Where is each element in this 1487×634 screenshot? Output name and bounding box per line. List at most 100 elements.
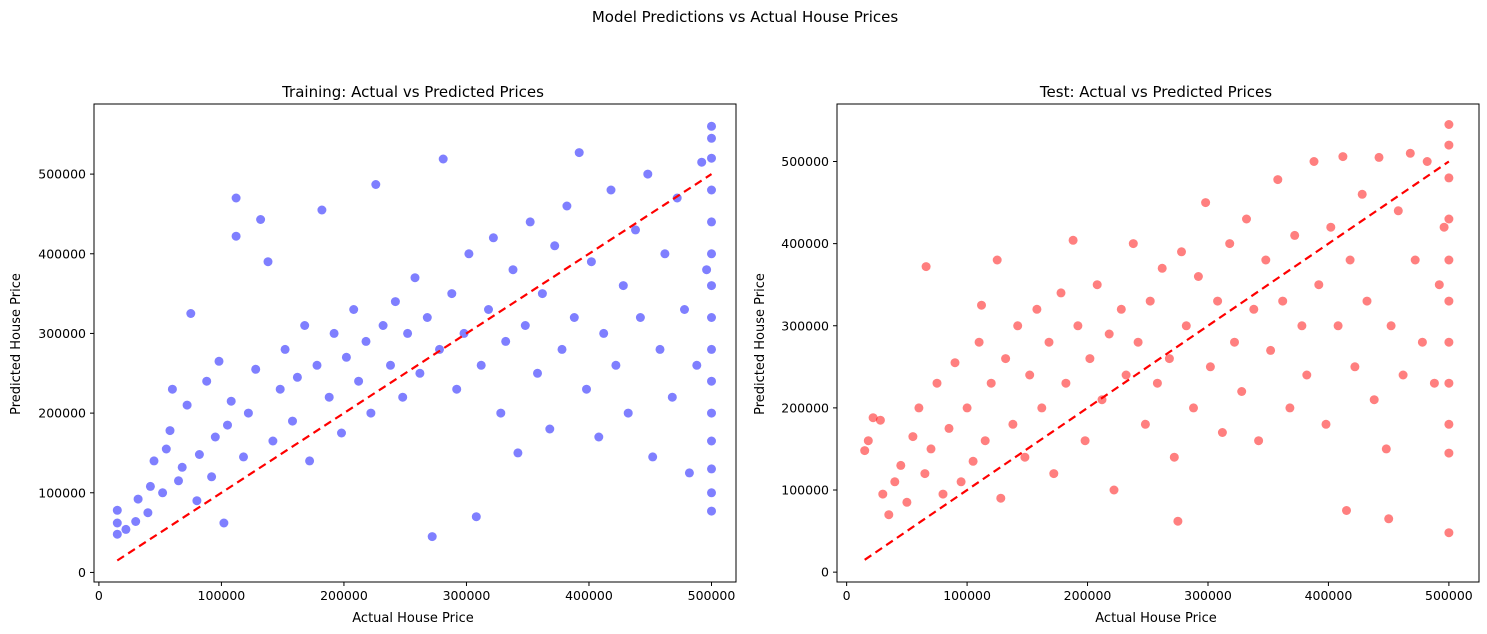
training-data-point — [660, 249, 670, 259]
test-data-point — [1169, 452, 1179, 462]
test-data-point — [968, 456, 978, 466]
test-x-tick-label: 400000 — [1305, 588, 1353, 603]
training-data-point — [533, 368, 542, 378]
test-x-tick-label: 100000 — [943, 588, 991, 603]
training-data-point — [707, 133, 716, 143]
training-data-point — [452, 384, 462, 394]
training-data-point — [484, 305, 493, 314]
training-data-point — [623, 408, 633, 418]
test-data-point — [1121, 370, 1131, 380]
test-y-tick-label: 0 — [821, 565, 829, 580]
training-data-point — [207, 472, 217, 482]
test-data-point — [860, 446, 870, 456]
training-data-point — [121, 524, 131, 534]
training-data-point — [599, 328, 609, 338]
test-data-point — [1025, 370, 1035, 380]
training-data-point — [471, 512, 481, 522]
test-data-point — [1181, 321, 1191, 331]
test-data-point — [1032, 304, 1042, 314]
test-data-point — [944, 423, 954, 433]
training-data-point — [697, 157, 707, 167]
test-data-point — [902, 497, 912, 507]
training-data-point — [167, 384, 177, 394]
test-data-point — [1109, 485, 1119, 495]
test-data-point — [1444, 528, 1454, 538]
test-data-point — [1417, 337, 1427, 347]
training-data-point — [256, 215, 266, 224]
training-data-point — [231, 193, 241, 203]
training-data-point — [438, 154, 448, 164]
training-data-point — [586, 257, 596, 267]
training-data-point — [305, 456, 315, 466]
training-data-point — [174, 476, 183, 486]
test-data-point — [1213, 296, 1223, 306]
test-data-point — [1374, 152, 1384, 162]
training-data-point — [214, 356, 224, 366]
test-data-point — [938, 489, 948, 499]
test-data-point — [950, 358, 960, 368]
test-y-axis-label: Predicted House Price — [753, 273, 768, 415]
training-data-point — [692, 360, 702, 370]
test-data-point — [914, 403, 924, 413]
training-data-point — [158, 488, 168, 498]
training-data-point — [707, 185, 716, 195]
test-data-point — [932, 378, 942, 388]
test-data-point — [1266, 345, 1276, 355]
training-data-point — [550, 241, 560, 251]
test-chart-title: Test: Actual vs Predicted Prices — [1039, 83, 1272, 101]
test-data-point — [1444, 120, 1454, 129]
test-data-point — [926, 444, 936, 454]
test-data-point — [980, 436, 990, 446]
training-data-point — [667, 392, 677, 402]
training-x-tick-label: 400000 — [565, 588, 613, 603]
test-data-point — [1444, 296, 1454, 306]
training-data-point — [707, 153, 716, 163]
test-data-point — [1309, 157, 1319, 166]
training-data-point — [574, 148, 584, 158]
training-data-point — [177, 462, 187, 472]
training-data-point — [312, 360, 322, 370]
test-data-point — [1422, 157, 1432, 166]
training-y-tick-label: 400000 — [38, 246, 86, 261]
training-reference-line — [116, 173, 713, 562]
test-data-point — [986, 378, 996, 388]
training-data-point — [707, 506, 716, 516]
test-data-point — [1061, 378, 1071, 388]
training-data-point — [427, 532, 437, 542]
test-data-point — [1278, 296, 1288, 306]
test-data-point — [1384, 514, 1394, 524]
test-data-point — [1273, 175, 1283, 185]
test-data-point — [962, 403, 972, 413]
training-data-point — [390, 297, 400, 307]
test-data-point — [1429, 378, 1439, 388]
training-data-point — [582, 384, 591, 394]
test-data-point — [1085, 354, 1095, 364]
test-data-point — [1444, 419, 1454, 429]
training-data-point — [161, 444, 171, 454]
training-chart-title: Training: Actual vs Predicted Prices — [281, 83, 544, 101]
training-data-point — [133, 494, 143, 504]
test-data-point — [1193, 272, 1203, 281]
training-data-point — [131, 517, 141, 526]
test-data-point — [974, 337, 984, 347]
training-data-point — [707, 217, 716, 227]
training-data-point — [707, 249, 716, 259]
test-y-tick-label: 400000 — [781, 236, 829, 251]
training-data-point — [202, 376, 212, 386]
training-data-point — [145, 481, 155, 491]
test-x-tick-label: 200000 — [1064, 588, 1112, 603]
training-data-point — [422, 313, 432, 322]
training-points — [112, 121, 716, 542]
test-data-point — [977, 300, 986, 310]
training-axes-frame — [93, 103, 737, 583]
test-data-point — [1249, 304, 1259, 314]
test-data-point — [1333, 321, 1343, 331]
training-data-point — [371, 180, 381, 189]
training-data-point — [513, 448, 523, 458]
training-data-point — [112, 529, 122, 539]
training-y-tick-label: 300000 — [38, 326, 86, 341]
test-data-point — [1157, 263, 1167, 273]
test-data-point — [1434, 280, 1444, 290]
training-data-point — [643, 169, 653, 179]
test-data-point — [1242, 214, 1251, 224]
